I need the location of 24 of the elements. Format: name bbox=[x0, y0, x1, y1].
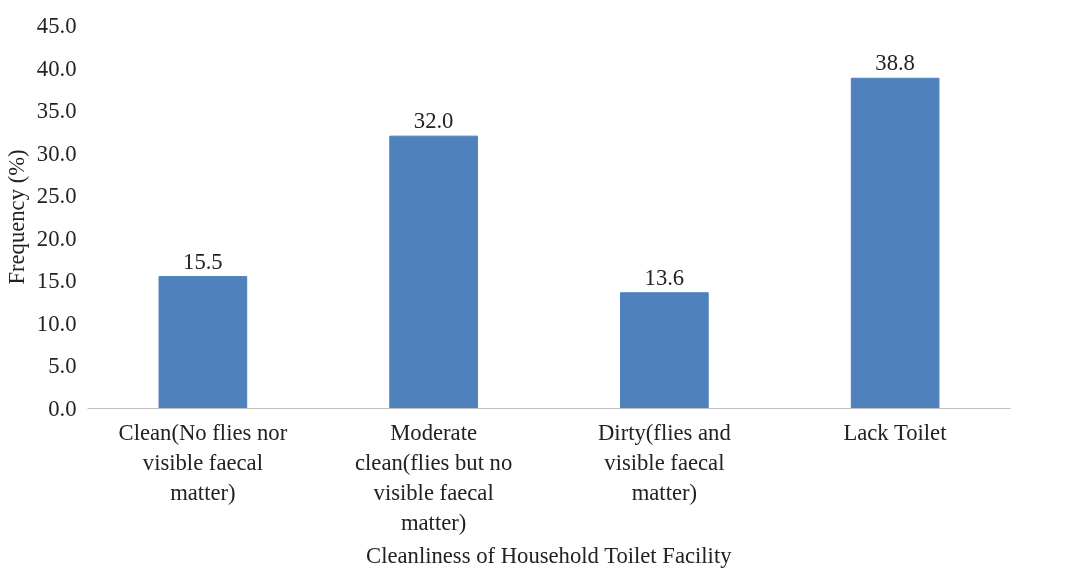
data-label: 32.0 bbox=[413, 108, 454, 134]
bar bbox=[850, 77, 940, 409]
y-tick-label: 10.0 bbox=[36, 310, 77, 336]
data-label: 15.5 bbox=[183, 248, 223, 274]
x-tick-label: Moderate clean(flies but no visible faecal matter) bbox=[354, 419, 513, 535]
y-tick-label: 5.0 bbox=[48, 353, 77, 379]
y-tick-label: 0.0 bbox=[48, 396, 77, 421]
data-label: 38.8 bbox=[875, 50, 915, 76]
y-tick-label: 15.0 bbox=[36, 268, 77, 294]
bar bbox=[158, 276, 248, 409]
y-tick-label: 35.0 bbox=[36, 98, 77, 124]
bar bbox=[389, 135, 478, 409]
y-tick-label: 20.0 bbox=[36, 225, 77, 251]
y-tick-label: 40.0 bbox=[36, 55, 77, 81]
x-tick-label: Dirty(flies and visible faecal matter) bbox=[598, 419, 732, 505]
x-tick-label: Lack Toilet bbox=[843, 419, 948, 445]
data-label: 13.6 bbox=[644, 264, 685, 290]
y-tick-label: 25.0 bbox=[36, 183, 77, 209]
x-tick-label: Clean(No flies nor visible faecal matter) bbox=[118, 419, 288, 505]
y-tick-label: 45.0 bbox=[36, 13, 77, 38]
y-tick-label: 30.0 bbox=[36, 140, 77, 166]
y-axis-title: Frequency (%) bbox=[3, 149, 29, 285]
bar bbox=[620, 292, 709, 409]
x-axis-title: Cleanliness of Household Toilet Facility bbox=[366, 542, 733, 568]
